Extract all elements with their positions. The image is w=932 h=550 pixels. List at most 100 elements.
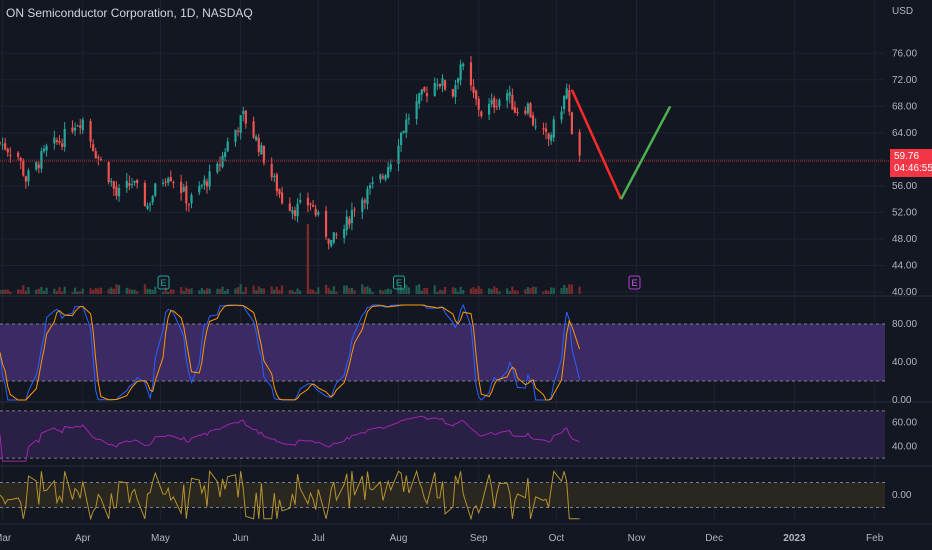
candle-body [117, 188, 121, 197]
volume-bar [180, 287, 183, 294]
earnings-marker[interactable]: E [628, 275, 641, 290]
candle-body [568, 90, 571, 112]
candle-body [37, 164, 40, 168]
volume-bar [366, 286, 369, 294]
volume-bar [260, 288, 263, 294]
candle-body [480, 111, 483, 116]
earnings-marker-label: E [396, 278, 402, 288]
earnings-marker-label: E [631, 278, 637, 288]
volume-bar [112, 288, 115, 294]
candle-body [402, 130, 405, 133]
candle-body [125, 180, 128, 188]
volume-bar [73, 287, 77, 294]
volume-bar [148, 289, 152, 294]
volume-bar [550, 287, 553, 294]
volume-bar [63, 286, 66, 294]
volume-bar [76, 291, 79, 294]
volume-bar [353, 290, 356, 294]
candle-body [169, 177, 172, 182]
volume-bar [415, 285, 418, 294]
volume-bar [423, 288, 426, 294]
volume-bar [53, 288, 56, 294]
candle-body [6, 148, 9, 153]
candle-body [239, 115, 242, 133]
candle-body [415, 101, 418, 119]
time-tick-label: Oct [549, 533, 565, 544]
candle-body [529, 103, 532, 118]
candle-body [332, 232, 335, 243]
volume-bar [42, 290, 46, 294]
candle-body [550, 135, 553, 141]
volume-bar [94, 288, 97, 294]
volume-bar [296, 288, 299, 294]
stochastic-tick-label: 0.00 [892, 395, 912, 406]
candle-body [490, 99, 493, 104]
volume-bar [495, 287, 498, 294]
candle-body [136, 180, 139, 184]
candle-body [405, 119, 408, 133]
volume-bar [506, 288, 509, 294]
volume-bar [169, 289, 172, 294]
candle-body [487, 103, 491, 115]
candle-body [35, 162, 38, 170]
candle-body [544, 128, 548, 132]
candle-body [55, 140, 59, 142]
volume-bar [208, 288, 211, 294]
candle-body [257, 137, 260, 153]
candle-body [9, 154, 12, 156]
volume-bar [309, 289, 312, 294]
time-tick-label: May [151, 533, 170, 544]
candle-body [17, 152, 20, 157]
volume-bar [280, 285, 284, 294]
volume-bar [172, 289, 175, 294]
volume-bar [397, 286, 400, 294]
volume-bar [24, 290, 27, 294]
candle-body [371, 182, 374, 184]
earnings-marker-box [628, 275, 641, 290]
volume-bar [568, 284, 571, 294]
volume-bar [552, 287, 555, 294]
candle-body [53, 137, 56, 144]
earnings-marker[interactable]: E [393, 275, 406, 290]
candle-body [208, 171, 211, 187]
last-price-badge: 59.76 04:46:55 [890, 149, 932, 177]
projection-up-line [619, 105, 672, 200]
candle-body [280, 192, 284, 204]
earnings-marker[interactable]: E [157, 275, 170, 290]
volume-bar [242, 291, 245, 294]
volume-bar [368, 288, 372, 294]
volume-bar [99, 287, 103, 294]
volume-bar [130, 289, 134, 294]
volume-bar [182, 290, 185, 294]
bar-countdown: 04:46:55 [894, 163, 932, 174]
volume-bar [22, 285, 25, 294]
candle-body [234, 129, 237, 142]
candle-body [205, 181, 209, 187]
candle-body [534, 126, 537, 128]
volume-bar [480, 288, 483, 294]
volume-bar [110, 287, 113, 294]
volume-bar [19, 289, 22, 294]
candle-body [498, 100, 501, 107]
candle-body [133, 180, 136, 183]
volume-bar [441, 290, 444, 294]
candle-body [27, 170, 30, 182]
volume-bar [451, 287, 454, 294]
candle-body [438, 84, 442, 87]
volume-bar [299, 290, 302, 294]
candle-body [45, 145, 48, 151]
volume-bar [79, 291, 82, 294]
candle-body [312, 204, 315, 207]
candle-body [260, 145, 263, 155]
volume-bar [531, 286, 535, 294]
candle-body [366, 188, 369, 204]
candle-body [425, 93, 429, 97]
candle-body [92, 144, 95, 151]
candle-body [275, 174, 278, 192]
volume-bar [363, 287, 366, 294]
projection-down-line [570, 89, 623, 200]
volume-bar [529, 287, 532, 294]
volume-bar [89, 288, 92, 294]
